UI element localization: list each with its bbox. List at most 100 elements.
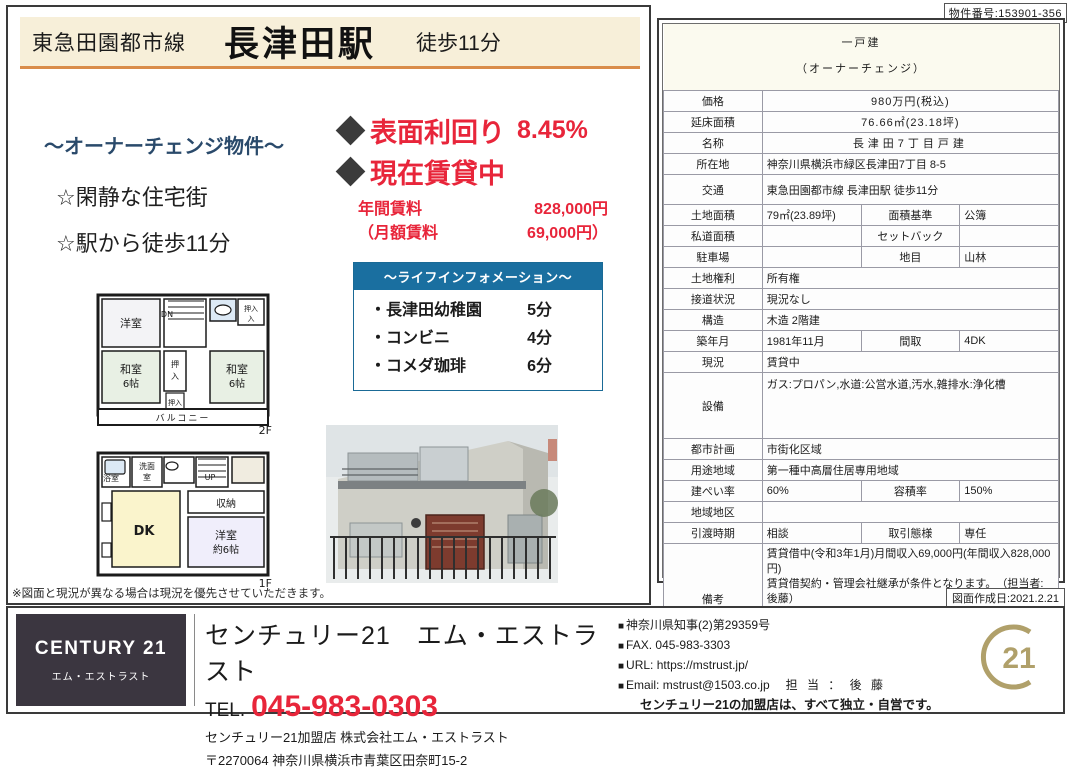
logo-sub-text: エム・エストラスト	[51, 671, 151, 683]
row-label-transaction-type: 取引態様	[860, 522, 961, 544]
row-value-layout: 4DK	[959, 330, 1059, 352]
life-item-minutes: 4分	[527, 330, 552, 347]
svg-text:約6帖: 約6帖	[213, 543, 239, 556]
row-label-parking: 駐車場	[663, 246, 763, 268]
company-name: センチュリー21 エム・エストラスト	[205, 622, 599, 686]
row-label-area-district: 地域地区	[663, 501, 763, 523]
row-value-transaction-type: 専任	[959, 522, 1059, 544]
yield-value: 8.45%	[517, 116, 588, 144]
row-label-use-district: 用途地域	[663, 459, 763, 481]
row-value-structure: 木造 2階建	[761, 309, 1060, 331]
feature-list: ☆閑静な住宅街 ☆駅から徒歩11分	[56, 175, 231, 267]
assignee: 担 当 ： 後 藤	[785, 678, 886, 692]
drawing-date: 図面作成日:2021.2.21	[946, 588, 1065, 608]
monthly-rent-label: （月額賃料	[358, 225, 439, 242]
list-item: ・コメダ珈琲 6分	[370, 353, 586, 381]
svg-text:入: 入	[248, 315, 255, 323]
table-row: 土地面積 79㎡(23.89坪) 面積基準 公簿	[663, 204, 1059, 226]
svg-text:押入: 押入	[244, 304, 258, 313]
svg-text:和室: 和室	[120, 362, 142, 376]
svg-text:入: 入	[171, 372, 179, 381]
row-label-floor-area: 延床面積	[663, 111, 763, 133]
franchise-note: センチュリー21の加盟店は、すべて独立・自営です。	[640, 698, 939, 712]
email-row: ■ Email: mstrust@1503.co.jp 担 当 ： 後 藤	[618, 676, 948, 696]
row-value-price: 980万円(税込)	[761, 90, 1060, 112]
table-row: 現況 賃貸中	[663, 351, 1060, 373]
row-label-price: 価格	[663, 90, 763, 112]
company-affiliation: センチュリー21加盟店 株式会社エム・エストラスト	[205, 730, 509, 745]
left-panel: 東急田園都市線 長津田駅 徒歩11分 ～オーナーチェンジ物件～ ☆閑静な住宅街 …	[6, 5, 651, 605]
table-row: 用途地域 第一種中高層住居専用地域	[663, 459, 1060, 481]
row-label-land-right: 土地権利	[663, 267, 763, 289]
svg-text:浴室: 浴室	[103, 473, 119, 483]
url-row: ■ URL: https://mstrust.jp/	[618, 656, 948, 676]
email-address[interactable]: Email: mstrust@1503.co.jp	[626, 678, 770, 692]
table-row: 設備 ガス:プロパン,水道:公営水道,汚水,雑排水:浄化槽	[663, 372, 1060, 439]
svg-text:押: 押	[171, 359, 179, 369]
row-value-current-status: 賃貸中	[761, 351, 1060, 373]
row-label-private-road: 私道面積	[663, 225, 763, 247]
row-label-setback: セットバック	[860, 225, 961, 247]
century21-seal-icon: 21	[975, 620, 1049, 694]
row-label-address: 所在地	[663, 153, 763, 175]
logo-main-text: CENTURY 21	[34, 637, 168, 659]
tel-label: TEL.	[205, 700, 246, 721]
svg-text:DK: DK	[134, 524, 156, 539]
annual-rent-row: 年間賃料 828,000円	[358, 195, 650, 219]
row-label-structure: 構造	[663, 309, 763, 331]
table-row: 築年月 1981年11月 間取 4DK	[663, 330, 1059, 352]
table-row: 構造 木造 2階建	[663, 309, 1060, 331]
square-bullet-icon: ■	[618, 621, 625, 632]
life-item-name: ・長津田幼稚園	[370, 302, 483, 319]
spec-title-line1: 一戸建	[841, 37, 881, 49]
row-value-land-right: 所有権	[761, 267, 1060, 289]
row-label-layout: 間取	[860, 330, 961, 352]
svg-text:DN: DN	[161, 310, 173, 319]
row-value-address: 神奈川県横浜市緑区長津田7丁目 8-5	[761, 153, 1060, 175]
yield-block: 表面利回り 8.45% 現在賃貸中 年間賃料 828,000円 （月額賃料 69…	[335, 111, 650, 243]
svg-text:UP: UP	[205, 473, 216, 482]
annual-rent-label: 年間賃料	[358, 201, 423, 218]
floorplan-1f: 浴室 洗面 室 UP DK 収納 洋室 約6帖 1F	[92, 447, 282, 597]
table-row: 名称 長津田7丁目戸建	[663, 132, 1060, 154]
remark-line: 賃貸借中(令和3年1月)月間収入69,000円(年間収入828,000円)	[766, 548, 1051, 575]
row-label-road-access: 接道状況	[663, 288, 763, 310]
row-value-area-district	[761, 501, 1060, 523]
train-line-name: 東急田園都市線	[32, 31, 186, 55]
contact-details: ■ 神奈川県知事(2)第29359号 ■ FAX. 045-983-3303 ■ UR…	[618, 616, 948, 696]
spec-table: 一戸建 （オーナーチェンジ） 価格 980万円(税込) 延床面積 76.66㎡(…	[663, 24, 1060, 655]
fax-row: ■ FAX. 045-983-3303	[618, 636, 948, 656]
svg-text:室: 室	[143, 472, 151, 482]
company-block: センチュリー21 エム・エストラスト TEL. 045-983-0303 センチ…	[194, 614, 604, 768]
row-label-area-standard: 面積基準	[860, 204, 961, 226]
table-row: 接道状況 現況なし	[663, 288, 1060, 310]
website-url[interactable]: URL: https://mstrust.jp/	[626, 658, 749, 672]
table-row: 交通 東急田園都市線 長津田駅 徒歩11分	[663, 174, 1060, 205]
row-label-access: 交通	[663, 174, 763, 205]
table-row: 所在地 神奈川県横浜市緑区長津田7丁目 8-5	[663, 153, 1060, 175]
remark-line: 賃貸借契約・管理会社継承が条件となります。 （担当者:後藤）	[766, 578, 1044, 605]
property-exterior-photo	[308, 419, 608, 589]
monthly-rent-row: （月額賃料 69,000円）	[358, 219, 650, 243]
monthly-rent-value: 69,000円）	[527, 225, 608, 242]
svg-text:6帖: 6帖	[229, 377, 245, 390]
flyer-page: 物件番号:153901-356 東急田園都市線 長津田駅 徒歩11分 ～オーナー…	[6, 3, 1067, 768]
row-value-land-area: 79㎡(23.89坪)	[761, 204, 862, 226]
table-row: 駐車場 地目 山林	[663, 246, 1059, 268]
svg-text:6帖: 6帖	[123, 377, 139, 390]
square-bullet-icon: ■	[618, 661, 625, 672]
table-row: 引渡時期 相談 取引態様 専任	[663, 522, 1059, 544]
row-label-name: 名称	[663, 132, 763, 154]
row-label-floor-ratio: 容積率	[860, 480, 961, 502]
square-bullet-icon: ■	[618, 641, 625, 652]
spec-title-line2: （オーナーチェンジ）	[796, 63, 926, 75]
row-value-city-plan: 市街化区域	[761, 438, 1060, 460]
feature-item: ☆閑静な住宅街	[56, 185, 208, 210]
row-value-equipment: ガス:プロパン,水道:公営水道,汚水,雑排水:浄化槽	[761, 372, 1060, 439]
telephone-row: TEL. 045-983-0303	[205, 690, 604, 724]
tel-number[interactable]: 045-983-0303	[251, 690, 438, 723]
row-value-road-access: 現況なし	[761, 288, 1060, 310]
license-row: ■ 神奈川県知事(2)第29359号	[618, 616, 948, 636]
list-item: ・長津田幼稚園 5分	[370, 297, 586, 325]
row-value-access: 東急田園都市線 長津田駅 徒歩11分	[761, 174, 1060, 205]
